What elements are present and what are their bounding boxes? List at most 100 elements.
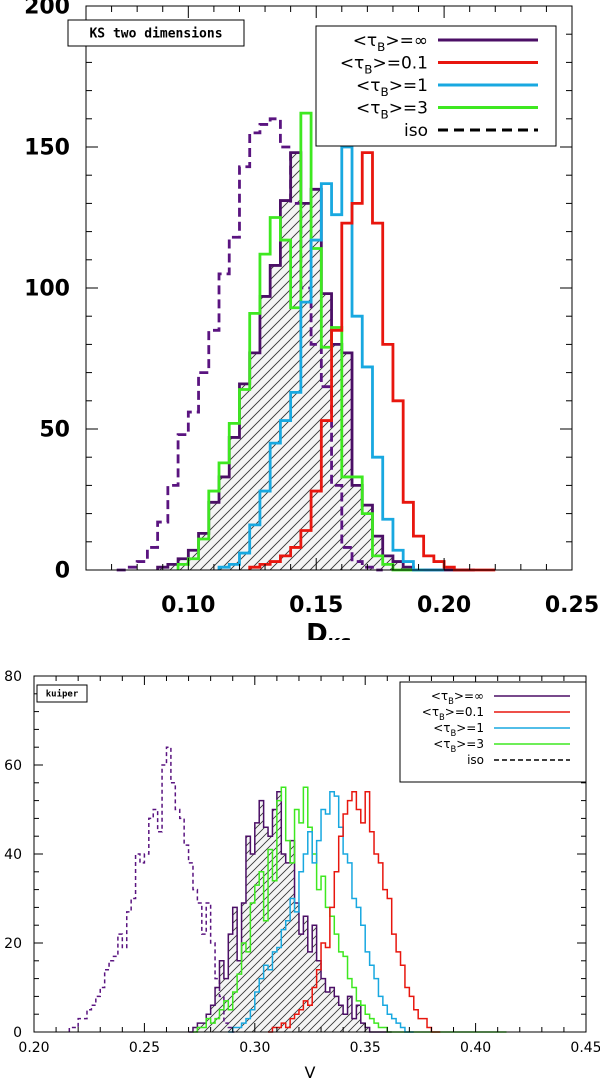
x-tick-label: 0.15 bbox=[289, 593, 343, 618]
legend-label-prefix: <τ bbox=[356, 76, 380, 96]
legend-item-tau_inf: <τB>=∞ bbox=[353, 31, 538, 54]
bar-tau_0.1-3 bbox=[280, 556, 290, 570]
bar-tau_0.1-5 bbox=[301, 531, 311, 570]
y-tick-label: 80 bbox=[4, 669, 22, 685]
x-tick-label: 0.40 bbox=[460, 1040, 491, 1056]
bar-tau_0.1-23 bbox=[370, 832, 374, 1032]
legend-label-prefix: iso bbox=[404, 121, 428, 141]
x-axis-title: V bbox=[305, 1063, 316, 1080]
legend-label: <τB>=∞ bbox=[431, 689, 484, 706]
bar-iso-25 bbox=[180, 818, 184, 1032]
series-tau_1 bbox=[217, 145, 445, 572]
legend-item-tau_3: <τB>=3 bbox=[356, 98, 538, 122]
legend-item-tau_3: <τB>=3 bbox=[433, 737, 570, 754]
legend-label: <τB>=3 bbox=[433, 737, 484, 754]
bar-iso-3 bbox=[147, 547, 157, 570]
bar-tau_1-4 bbox=[260, 491, 270, 570]
legend-label-suffix: >=∞ bbox=[385, 31, 428, 51]
series-tau_1 bbox=[228, 790, 414, 1033]
legend-label-prefix: <τ bbox=[433, 737, 450, 751]
bar-tau_0.1-8 bbox=[332, 330, 342, 570]
bar-iso-4 bbox=[158, 522, 168, 570]
bar-tau_0.1-20 bbox=[356, 810, 360, 1033]
bar-tau_0.1-15 bbox=[403, 502, 413, 570]
y-tick-label: 0 bbox=[13, 1025, 22, 1041]
bar-tau_1-11 bbox=[277, 947, 281, 1032]
legend-label-sub: B bbox=[448, 696, 454, 706]
bar-tau_0.1-21 bbox=[361, 823, 365, 1032]
x-tick-label: 0.45 bbox=[570, 1040, 600, 1056]
bar-iso-16 bbox=[140, 863, 144, 1032]
bar-iso-11 bbox=[118, 934, 122, 1032]
line-tau_0.1 bbox=[248, 151, 496, 572]
bar-tau_0.1-24 bbox=[374, 854, 378, 1032]
x-tick-label: 0.35 bbox=[350, 1040, 381, 1056]
bar-iso-26 bbox=[184, 845, 188, 1032]
legend-label-suffix: >=∞ bbox=[454, 689, 484, 703]
bar-tau_1-6 bbox=[280, 421, 290, 570]
x-axis-title-main: D bbox=[306, 619, 328, 640]
x-tick-label: 0.10 bbox=[161, 593, 215, 618]
bar-tau_0.1-9 bbox=[308, 1005, 312, 1032]
series-tau_inf bbox=[188, 790, 392, 1033]
series-tau_0.1 bbox=[248, 151, 496, 572]
bar-iso-7 bbox=[188, 412, 198, 570]
line-iso bbox=[68, 746, 238, 1033]
bar-tau_3-4 bbox=[219, 463, 229, 570]
x-axis-title-main: V bbox=[305, 1063, 316, 1080]
legend-label-prefix: iso bbox=[467, 753, 484, 767]
legend-label: <τB>=3 bbox=[356, 98, 428, 121]
line-tau_1 bbox=[228, 790, 414, 1033]
y-tick-label: 100 bbox=[24, 277, 70, 302]
legend-item-iso: iso bbox=[467, 753, 570, 767]
x-axis-title-sub: KS bbox=[328, 634, 352, 640]
legend-label-prefix: <τ bbox=[340, 53, 364, 73]
bar-iso-12 bbox=[122, 947, 126, 1032]
legend-label-sub: B bbox=[451, 728, 457, 738]
y-tick-label: 150 bbox=[24, 136, 70, 161]
legend-label: <τB>=0.1 bbox=[422, 705, 484, 722]
line-tau_1 bbox=[217, 145, 445, 572]
bar-iso-3 bbox=[83, 1019, 87, 1032]
bar-iso-8 bbox=[105, 970, 109, 1032]
legend-label-prefix: <τ bbox=[353, 31, 377, 51]
bar-iso-18 bbox=[149, 818, 153, 1032]
bar-tau_0.1-7 bbox=[321, 421, 331, 570]
bar-iso-10 bbox=[113, 956, 117, 1032]
legend-item-iso: iso bbox=[404, 121, 538, 141]
legend-label: iso bbox=[404, 121, 428, 141]
bar-iso-22 bbox=[166, 747, 170, 1032]
legend-label-sub: B bbox=[381, 85, 389, 99]
legend-label-sub: B bbox=[451, 744, 457, 754]
y-tick-label: 200 bbox=[24, 0, 70, 20]
annotation-text: KS two dimensions bbox=[89, 27, 222, 42]
legend-item-tau_0.1: <τB>=0.1 bbox=[340, 53, 538, 77]
hist-fill-tau_inf bbox=[157, 152, 475, 570]
legend-label: <τB>=∞ bbox=[353, 31, 428, 54]
annotation-text: kuiper bbox=[46, 689, 79, 700]
series-tau_0.1 bbox=[268, 790, 441, 1033]
bar-iso-17 bbox=[144, 854, 148, 1032]
bar-tau_3-5 bbox=[229, 423, 239, 570]
legend-label-sub: B bbox=[439, 712, 445, 722]
bar-tau_0.1-10 bbox=[352, 203, 362, 570]
y-tick-label: 0 bbox=[55, 559, 70, 584]
bar-tau_0.1-9 bbox=[342, 223, 352, 570]
bar-tau_3-1 bbox=[188, 559, 198, 570]
bar-iso-6 bbox=[178, 435, 188, 570]
bar-iso-28 bbox=[193, 890, 197, 1032]
bar-tau_3-4 bbox=[211, 1023, 215, 1032]
legend-label-suffix: >=0.1 bbox=[372, 53, 428, 73]
legend-label-suffix: >=0.1 bbox=[445, 705, 484, 719]
bar-tau_0.1-34 bbox=[418, 1019, 422, 1032]
x-tick-label: 0.25 bbox=[129, 1040, 160, 1056]
line-tau_3 bbox=[176, 111, 424, 572]
bar-tau_0.1-4 bbox=[291, 547, 301, 570]
bar-iso-24 bbox=[175, 810, 179, 1033]
legend-label-suffix: >=3 bbox=[456, 737, 484, 751]
x-tick-label: 0.20 bbox=[18, 1040, 49, 1056]
bar-iso-19 bbox=[153, 810, 157, 1033]
legend-box bbox=[399, 681, 587, 783]
